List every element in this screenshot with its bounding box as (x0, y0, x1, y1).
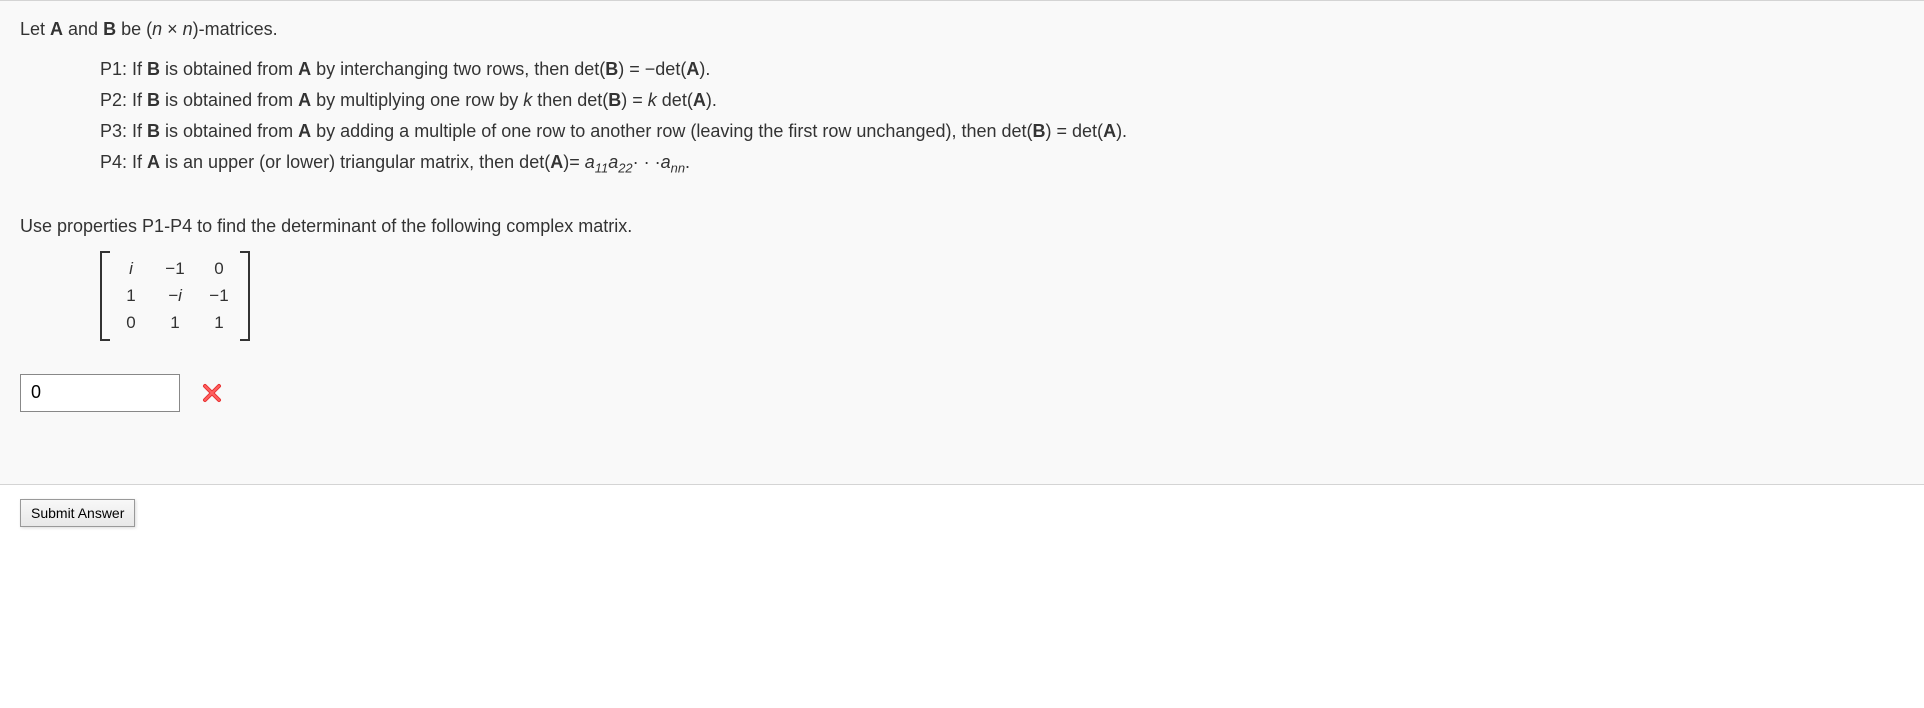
matrix-cell: −i (162, 282, 188, 309)
matrix-cell: −1 (206, 282, 232, 309)
intro-times: × (162, 19, 183, 39)
matrix-row: 1 −i −1 (118, 282, 232, 309)
intro-B: B (103, 19, 116, 39)
matrix-cell: −1 (162, 255, 188, 282)
matrix-display: i−101−i−1011 (20, 251, 1904, 346)
question-content: Let A and B be (n × n)-matrices. P1: If … (0, 0, 1924, 485)
matrix-cell: 1 (206, 309, 232, 336)
intro-prefix: Let (20, 19, 50, 39)
matrix-cell: 0 (118, 309, 144, 336)
intro-s2: )-matrices. (193, 19, 278, 39)
incorrect-icon (202, 383, 222, 403)
matrix-cell: 1 (162, 309, 188, 336)
intro-and: and (63, 19, 103, 39)
footer: Submit Answer (0, 485, 1924, 541)
matrix-rows: i−101−i−1011 (110, 251, 240, 341)
matrix: i−101−i−1011 (100, 251, 250, 341)
matrix-row: 011 (118, 309, 232, 336)
intro-s1: be ( (116, 19, 152, 39)
intro-n2: n (183, 19, 193, 39)
properties-list: P1: If B is obtained from A by interchan… (20, 56, 1904, 178)
instruction-text: Use properties P1-P4 to find the determi… (20, 216, 1904, 237)
answer-row (20, 374, 1904, 412)
submit-button[interactable]: Submit Answer (20, 499, 135, 527)
property-p1: P1: If B is obtained from A by interchan… (100, 56, 1904, 83)
matrix-row: i −1 0 (118, 255, 232, 282)
matrix-cell: 1 (118, 282, 144, 309)
intro-text: Let A and B be (n × n)-matrices. (20, 19, 1904, 40)
intro-n1: n (152, 19, 162, 39)
answer-input[interactable] (20, 374, 180, 412)
property-p2: P2: If B is obtained from A by multiplyi… (100, 87, 1904, 114)
matrix-bracket-right (240, 251, 250, 341)
matrix-cell: 0 (206, 255, 232, 282)
property-p3: P3: If B is obtained from A by adding a … (100, 118, 1904, 145)
matrix-bracket-left (100, 251, 110, 341)
intro-A: A (50, 19, 63, 39)
property-p4: P4: If A is an upper (or lower) triangul… (100, 149, 1904, 178)
matrix-cell: i (118, 255, 144, 282)
